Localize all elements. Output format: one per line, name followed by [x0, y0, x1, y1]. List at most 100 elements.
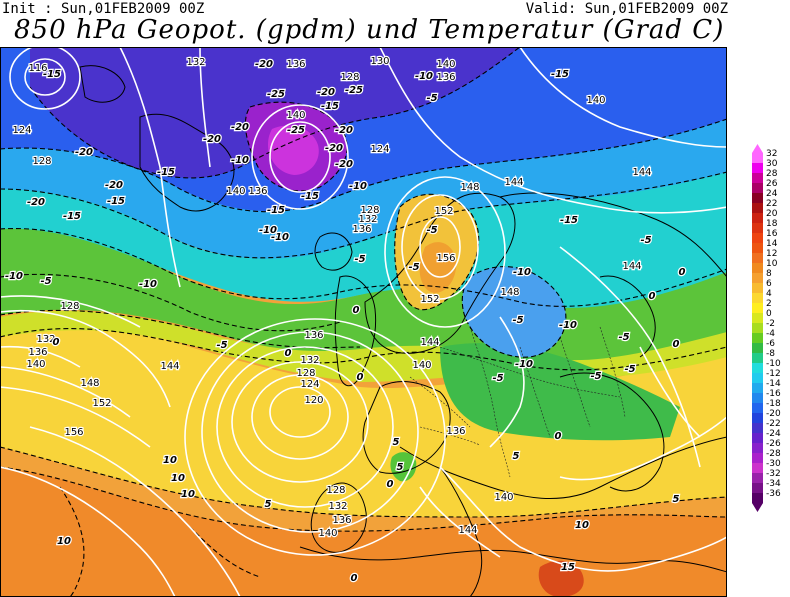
- temp-label: -5: [408, 262, 419, 273]
- geo-label: 128: [326, 485, 345, 496]
- legend-swatch: [752, 313, 763, 324]
- temp-label: -20: [75, 147, 93, 158]
- temp-label: -15: [63, 211, 81, 222]
- temp-label: -5: [426, 225, 437, 236]
- geo-label: 148: [80, 378, 99, 389]
- temp-label: 0: [351, 573, 358, 584]
- temp-label: 0: [285, 348, 292, 359]
- temp-label: -20: [335, 125, 353, 136]
- legend-label: -26: [766, 439, 781, 449]
- legend-label: -20: [766, 409, 781, 419]
- legend-label: 16: [766, 229, 778, 239]
- geo-label: 128: [60, 301, 79, 312]
- temp-field-green-med: [390, 452, 417, 482]
- geo-label: 132: [36, 334, 55, 345]
- temp-label: 15: [561, 562, 575, 573]
- legend-arrow-up-icon: [752, 144, 763, 153]
- legend-label: -10: [766, 359, 781, 369]
- temp-label: -5: [618, 332, 629, 343]
- temp-label: -5: [624, 364, 635, 375]
- legend-swatch: [752, 353, 763, 364]
- temp-label: -5: [426, 93, 437, 104]
- legend-swatch: [752, 443, 763, 454]
- country-borders: [409, 326, 626, 478]
- legend-swatch: [752, 383, 763, 394]
- geo-label: 140: [26, 359, 45, 370]
- legend-label: -14: [766, 379, 781, 389]
- legend-label: 32: [766, 149, 777, 159]
- legend-swatch: [752, 153, 763, 164]
- legend-label: 12: [766, 249, 777, 259]
- legend-label: 6: [766, 279, 772, 289]
- legend-swatch: [752, 223, 763, 234]
- legend-label: 24: [766, 189, 778, 199]
- temp-label: -10: [259, 225, 277, 236]
- legend-swatch: [752, 393, 763, 404]
- legend-label: -16: [766, 389, 781, 399]
- legend-label: -8: [766, 349, 775, 359]
- legend-label: 4: [766, 289, 772, 299]
- temp-label: -15: [43, 69, 61, 80]
- temp-label: -5: [590, 371, 601, 382]
- temp-label: -20: [231, 122, 249, 133]
- temp-label: -5: [216, 340, 227, 351]
- geo-label: 124: [300, 379, 319, 390]
- valid-time: Valid: Sun,01FEB2009 00Z: [525, 1, 728, 17]
- geo-label: 144: [504, 177, 523, 188]
- legend-label: 30: [766, 159, 778, 169]
- temp-label: -5: [40, 276, 51, 287]
- temp-label: 5: [673, 494, 680, 505]
- temp-label: -10: [415, 71, 433, 82]
- legend-swatch: [752, 363, 763, 374]
- temp-label: -10: [349, 181, 367, 192]
- geo-label: 144: [420, 337, 439, 348]
- temp-label: -10: [231, 155, 249, 166]
- legend-label: -6: [766, 339, 775, 349]
- legend-swatch: [752, 303, 763, 314]
- geo-label: 124: [12, 125, 31, 136]
- legend-swatch: [752, 213, 763, 224]
- temp-field-green-europe: [440, 343, 680, 441]
- temp-field-lightblue: [0, 117, 727, 259]
- geo-label: 132: [300, 355, 319, 366]
- legend-swatch: [752, 473, 763, 484]
- geo-label: 140: [586, 95, 605, 106]
- geo-label: 132: [186, 57, 205, 68]
- temperature-labels: -15 -20 -25 -20 -25 -20 -15 -20 -10 -10 …: [4, 58, 687, 585]
- temp-label: 10: [163, 455, 177, 466]
- temp-label: -20: [325, 143, 343, 154]
- legend-label: -32: [766, 469, 781, 479]
- map-title: 850 hPa Geopot. (gpdm) und Temperatur (G…: [14, 15, 725, 45]
- temp-label: 0: [53, 337, 60, 348]
- legend-label: 20: [766, 209, 778, 219]
- legend-swatch: [752, 463, 763, 474]
- geo-label: 152: [92, 398, 111, 409]
- geopotential-contours: [0, 47, 727, 597]
- temp-label: -10: [139, 279, 157, 290]
- legend-arrow-down-icon: [752, 503, 763, 512]
- legend-swatches: [752, 144, 763, 512]
- legend-swatch: [752, 183, 763, 194]
- legend-swatch: [752, 343, 763, 354]
- temp-label: -25: [287, 125, 305, 136]
- legend-swatch: [752, 403, 763, 414]
- geo-label: 144: [622, 261, 641, 272]
- temp-field-warm-core: [419, 242, 457, 293]
- temp-label: 10: [575, 520, 589, 531]
- temp-label: 0: [353, 305, 360, 316]
- legend-label: 10: [766, 259, 778, 269]
- temp-label: -5: [492, 373, 503, 384]
- legend-swatch: [752, 323, 763, 334]
- temp-label: 10: [171, 473, 185, 484]
- temp-label: -20: [105, 180, 123, 191]
- geo-label: 124: [370, 144, 389, 155]
- geo-label: 128: [32, 156, 51, 167]
- geo-label: 152: [434, 206, 453, 217]
- temp-label: 5: [513, 451, 520, 462]
- legend-label: -4: [766, 329, 775, 339]
- temp-label: -15: [301, 191, 319, 202]
- temp-field-yellow: [0, 323, 727, 517]
- temp-label: -10: [515, 359, 533, 370]
- legend-swatch: [752, 493, 763, 504]
- geo-label: 120: [304, 395, 323, 406]
